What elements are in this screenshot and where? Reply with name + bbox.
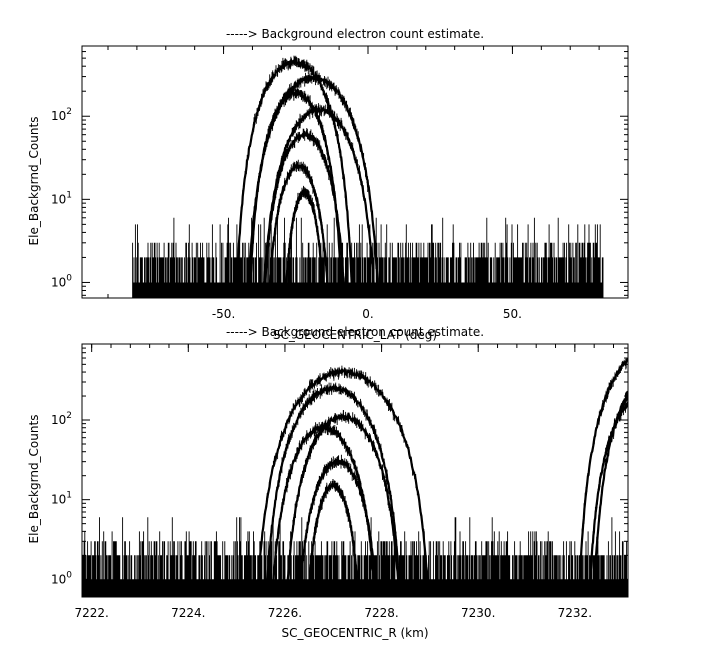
bottom-x-tick-label: 7222.	[74, 606, 108, 620]
bottom-x-axis-label: SC_GEOCENTRIC_R (km)	[282, 626, 429, 640]
bottom-x-tick-label: 7224.	[171, 606, 205, 620]
top-x-axis-label: SC_GEOCENTRIC_LAT (deg)	[273, 328, 437, 342]
bottom-data-layer	[82, 358, 628, 597]
top-y-tick-label: 102	[51, 107, 72, 123]
bottom-x-tick-label: 7228.	[364, 606, 398, 620]
top-x-tick-label: 50.	[503, 307, 522, 321]
bottom-y-axis-label: Ele_Backgrnd_Counts	[27, 415, 41, 544]
top-chart-title: -----> Background electron count estimat…	[226, 27, 484, 41]
bottom-series-arc-2-noise	[260, 382, 405, 597]
top-series-arc-7-noise	[279, 185, 330, 298]
bottom-y-tick-label: 100	[51, 570, 72, 586]
top-data-layer	[132, 55, 604, 298]
bottom-series-arc-1-noise	[250, 365, 435, 597]
bottom-x-tick-label: 7230.	[461, 606, 495, 620]
bottom-series-arc-8-noise	[584, 402, 626, 597]
top-plot-frame	[81, 45, 629, 299]
bottom-x-tick-label: 7232.	[558, 606, 592, 620]
bottom-background-counts	[82, 517, 628, 597]
top-series-arc-1-noise	[231, 55, 357, 298]
bottom-y-tick-label: 101	[51, 491, 72, 507]
top-y-tick-label: 101	[51, 190, 72, 206]
bottom-series-arc-3-noise	[280, 410, 406, 597]
bottom-series-arc-7	[574, 358, 628, 597]
bottom-series-arc-5-noise	[293, 454, 385, 597]
top-x-tick-label: -50.	[212, 307, 235, 321]
bottom-x-tick-label: 7226.	[268, 606, 302, 620]
top-chart-panel: -----> Background electron count estimat…	[27, 27, 629, 342]
bottom-series-arc-9-noise	[588, 390, 628, 597]
top-x-tick-label: 0.	[362, 307, 373, 321]
bottom-chart-title: -----> Background electron count estimat…	[226, 325, 484, 339]
top-y-axis-label: Ele_Backgrnd_Counts	[27, 117, 41, 246]
bottom-plot-frame	[81, 343, 629, 598]
top-series-arc-5-noise	[257, 128, 351, 298]
bottom-y-tick-label: 102	[51, 411, 72, 427]
top-series-arc-6-noise	[262, 159, 336, 298]
top-plot-area: 100 101 102 -50. 0. 50.	[51, 45, 629, 321]
bottom-chart-panel: -----> Background electron count estimat…	[27, 325, 629, 640]
top-background-counts	[132, 217, 604, 298]
top-y-tick-label: 100	[51, 273, 72, 289]
bottom-plot-area: 100 101 102 7222. 7224. 7226. 7228. 7230. 7232.	[51, 343, 629, 620]
